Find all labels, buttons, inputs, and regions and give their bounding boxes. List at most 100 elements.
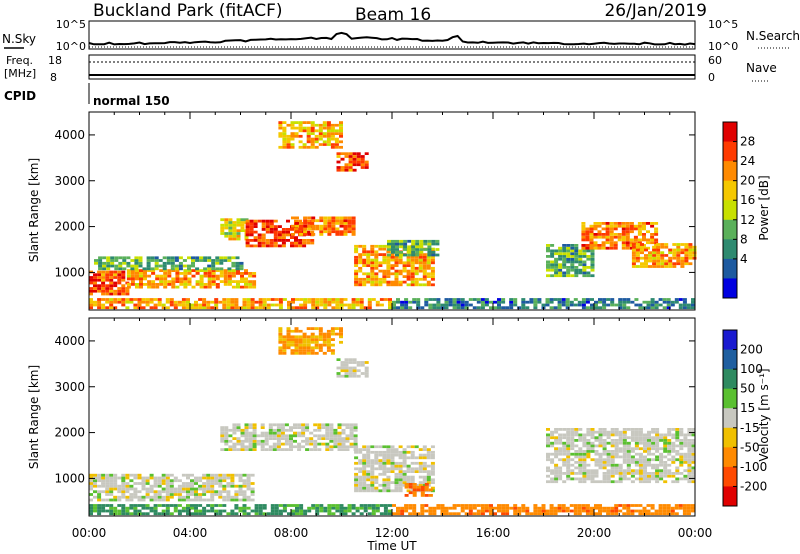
velocity-cell [260, 431, 265, 435]
velocity-cell [430, 445, 435, 449]
velocity-cell [687, 452, 692, 456]
power-cell [403, 239, 408, 243]
velocity-cell [319, 509, 324, 513]
power-cell [310, 123, 315, 127]
velocity-cell [626, 450, 631, 453]
power-cell [215, 285, 220, 289]
velocity-cell [565, 506, 570, 510]
velocity-cell [141, 495, 146, 499]
power-cell [625, 233, 630, 236]
velocity-cell [558, 433, 563, 437]
power-cell [625, 238, 630, 242]
power-y-tick-label: 3000 [54, 174, 85, 188]
power-cell [464, 303, 469, 307]
power-cell [228, 218, 233, 222]
power-cell [382, 269, 387, 273]
power-cell [497, 298, 501, 301]
power-cell [654, 303, 659, 307]
power-cell [585, 298, 590, 301]
power-cell [137, 303, 142, 307]
velocity-cell [293, 423, 297, 427]
velocity-cell [109, 504, 114, 507]
power-cell [291, 300, 295, 304]
velocity-cell [566, 474, 571, 478]
velocity-cell [558, 452, 563, 456]
velocity-cell [642, 506, 647, 510]
velocity-cell [679, 428, 684, 431]
power-cell [410, 283, 415, 287]
power-cell [356, 160, 361, 164]
power-cell [635, 245, 640, 249]
power-cell [261, 219, 266, 223]
velocity-cell [272, 448, 277, 451]
velocity-cell [232, 426, 237, 429]
velocity-cell [258, 504, 263, 507]
velocity-cell [422, 448, 427, 451]
power-cell [334, 123, 339, 127]
power-cell [223, 283, 228, 286]
power-cell [207, 269, 212, 272]
power-cell [378, 283, 383, 287]
power-cell [574, 246, 579, 250]
power-cell [424, 300, 429, 304]
velocity-cell [210, 482, 215, 485]
velocity-cell [232, 437, 237, 440]
power-cell [558, 252, 563, 256]
power-cell [125, 289, 130, 293]
nave-label: Nave [746, 61, 777, 75]
velocity-cell [297, 442, 302, 446]
power-cell [258, 306, 263, 310]
power-cell [382, 258, 387, 262]
power-cell [554, 257, 559, 261]
velocity-cell [280, 437, 285, 440]
velocity-cell [386, 467, 391, 471]
power-cell [351, 306, 356, 310]
power-cell [335, 306, 340, 310]
power-cell [98, 259, 103, 262]
velocity-cell [329, 426, 334, 429]
power-cell [386, 261, 391, 265]
velocity-cell [529, 512, 534, 516]
velocity-cell [432, 506, 437, 510]
velocity-cell [606, 452, 611, 456]
velocity-cell [626, 436, 631, 440]
velocity-cell [614, 469, 619, 473]
velocity-cell [394, 472, 399, 476]
velocity-cell [651, 439, 656, 442]
velocity-cell [546, 480, 550, 484]
velocity-cell [634, 452, 639, 456]
velocity-cell [424, 483, 429, 486]
power-cell [244, 280, 248, 283]
velocity-cell [394, 467, 399, 471]
velocity-cell [348, 374, 353, 378]
power-cell [367, 300, 372, 304]
power-cell [322, 132, 327, 135]
power-cell [307, 233, 312, 236]
velocity-cell [614, 433, 619, 437]
velocity-cell [153, 509, 158, 513]
power-cell [578, 255, 583, 258]
power-cell [187, 272, 192, 275]
velocity-cell [105, 473, 110, 477]
power-cell [642, 235, 646, 239]
velocity-cell [675, 472, 680, 475]
velocity-cell [314, 346, 319, 350]
power-cell [635, 243, 640, 246]
velocity-cell [630, 458, 635, 462]
power-cell [142, 267, 147, 271]
power-cell [166, 259, 171, 262]
power-cell [171, 280, 176, 283]
power-cell [151, 272, 156, 275]
power-cell [130, 267, 135, 271]
velocity-cell [638, 477, 643, 481]
velocity-cell [354, 456, 359, 460]
power-cell [254, 300, 259, 304]
power-cell [177, 303, 182, 307]
velocity-cell [594, 506, 598, 510]
velocity-cell [663, 472, 668, 475]
velocity-cell [416, 485, 421, 489]
power-cell [230, 306, 235, 310]
velocity-cell [570, 472, 575, 475]
power-cell [258, 303, 263, 307]
velocity-cell [426, 478, 431, 482]
